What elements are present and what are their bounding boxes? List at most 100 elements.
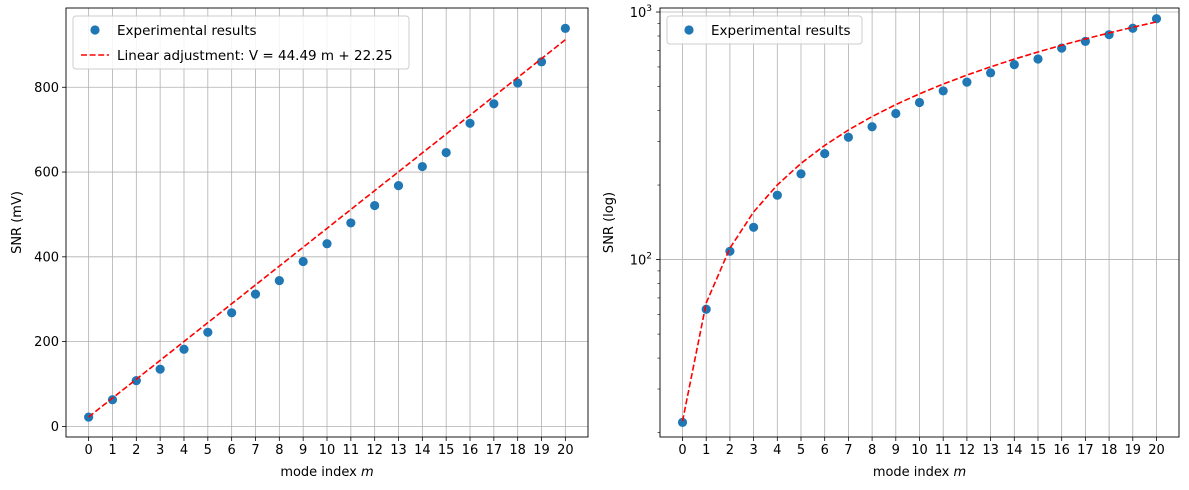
x-tick-label: 5: [204, 443, 212, 458]
x-tick-label: 13: [982, 443, 999, 458]
x-tick-label: 7: [251, 443, 259, 458]
data-point: [796, 169, 806, 179]
data-point: [322, 239, 332, 249]
x-axis-label: mode index m: [280, 465, 373, 480]
data-point: [393, 181, 404, 191]
x-tick-label: 7: [844, 443, 852, 458]
x-tick-label: 8: [868, 443, 876, 458]
y-tick-label: 400: [34, 250, 59, 265]
data-point: [250, 289, 261, 299]
x-tick-label: 11: [343, 443, 360, 458]
x-tick-label: 4: [773, 443, 781, 458]
x-axis-label-text: mode index: [873, 465, 954, 480]
y-axis-label: SNR (log): [602, 192, 617, 253]
x-tick-label: 3: [156, 443, 164, 458]
x-tick-label: 20: [557, 443, 574, 458]
x-tick-label: 14: [414, 443, 431, 458]
legend-label: Experimental results: [711, 23, 851, 39]
y-tick-base: 10: [630, 254, 647, 269]
legend-box: [72, 15, 410, 70]
legend: Experimental results: [666, 15, 863, 45]
x-tick-label: 6: [821, 443, 829, 458]
data-point: [1009, 60, 1019, 70]
legend-box: [666, 15, 863, 45]
x-tick-label: 16: [462, 443, 479, 458]
x-tick-label: 6: [228, 443, 236, 458]
x-tick-label: 16: [1053, 443, 1070, 458]
data-point: [155, 364, 165, 374]
legend: Experimental results Linear adjustment: V…: [72, 15, 410, 70]
x-tick-label: 9: [299, 443, 307, 458]
y-tick-exponent: 2: [646, 252, 652, 262]
y-tick-label: 600: [34, 166, 59, 181]
x-tick-label: 2: [726, 443, 734, 458]
axes-frame: [65, 7, 589, 438]
data-point: [465, 118, 475, 128]
data-point: [513, 78, 523, 88]
fit-line: [681, 21, 1157, 422]
data-point: [107, 395, 118, 405]
data-point: [843, 132, 854, 142]
data-point: [298, 256, 308, 267]
x-tick-label: 10: [911, 443, 928, 458]
data-point: [772, 190, 782, 200]
data-point: [938, 86, 948, 96]
y-axis-label: SNR (mV): [10, 191, 25, 254]
data-point: [701, 304, 711, 314]
x-tick-label: 18: [1101, 443, 1118, 458]
y-tick-label: 0: [51, 420, 59, 435]
data-point: [203, 327, 213, 337]
x-tick-label: 11: [935, 443, 952, 458]
x-tick-label: 0: [678, 443, 686, 458]
data-point: [985, 68, 996, 78]
data-point: [179, 344, 189, 354]
x-tick-label: 19: [1125, 443, 1142, 458]
data-point: [891, 108, 901, 119]
y-tick-exponent: 3: [646, 4, 652, 14]
y-tick-label: 800: [34, 81, 59, 96]
x-tick-label: 15: [1030, 443, 1047, 458]
x-tick-label: 8: [275, 443, 283, 458]
data-point: [962, 77, 972, 87]
x-axis-label-text: mode index: [280, 465, 361, 480]
x-tick-label: 18: [509, 443, 526, 458]
x-tick-label: 1: [108, 443, 116, 458]
data-point: [274, 275, 284, 286]
data-point: [441, 147, 451, 158]
x-tick-label: 10: [319, 443, 336, 458]
y-tick-base: 10: [630, 6, 647, 21]
legend-marker-swatch: [90, 25, 100, 35]
x-tick-label: 15: [438, 443, 455, 458]
x-tick-label: 9: [892, 443, 900, 458]
x-tick-label: 0: [85, 443, 93, 458]
data-point: [1128, 23, 1138, 33]
x-tick-label: 14: [1006, 443, 1023, 458]
data-point: [227, 308, 237, 318]
x-tick-label: 3: [749, 443, 757, 458]
data-point: [914, 97, 925, 108]
data-point: [677, 417, 688, 427]
x-axis-label-variable: m: [954, 465, 967, 480]
data-point: [417, 161, 427, 172]
x-tick-label: 12: [959, 443, 976, 458]
x-tick-label: 13: [390, 443, 407, 458]
x-tick-label: 1: [702, 443, 710, 458]
data-point: [820, 148, 830, 159]
axes-frame: [659, 7, 1180, 438]
x-tick-label: 2: [132, 443, 140, 458]
x-tick-label: 17: [1077, 443, 1094, 458]
x-tick-label: 12: [366, 443, 383, 458]
y-tick-label: 200: [34, 335, 59, 350]
x-tick-label: 19: [533, 443, 550, 458]
data-point: [867, 122, 877, 132]
y-tick-label: 102: [630, 252, 652, 269]
x-tick-label: 4: [180, 443, 188, 458]
fit-line: [88, 39, 566, 418]
x-axis-label-variable: m: [361, 465, 374, 480]
chart-panel-2: 0 1 2 3 4 5 6 7 8 9 10 11 12 13 14 15 16 17 18 19 20102103mo…: [602, 4, 1180, 480]
y-tick-label: 103: [630, 4, 652, 21]
x-tick-label: 5: [797, 443, 805, 458]
data-point: [536, 57, 547, 67]
x-axis-label: mode index m: [873, 465, 966, 480]
